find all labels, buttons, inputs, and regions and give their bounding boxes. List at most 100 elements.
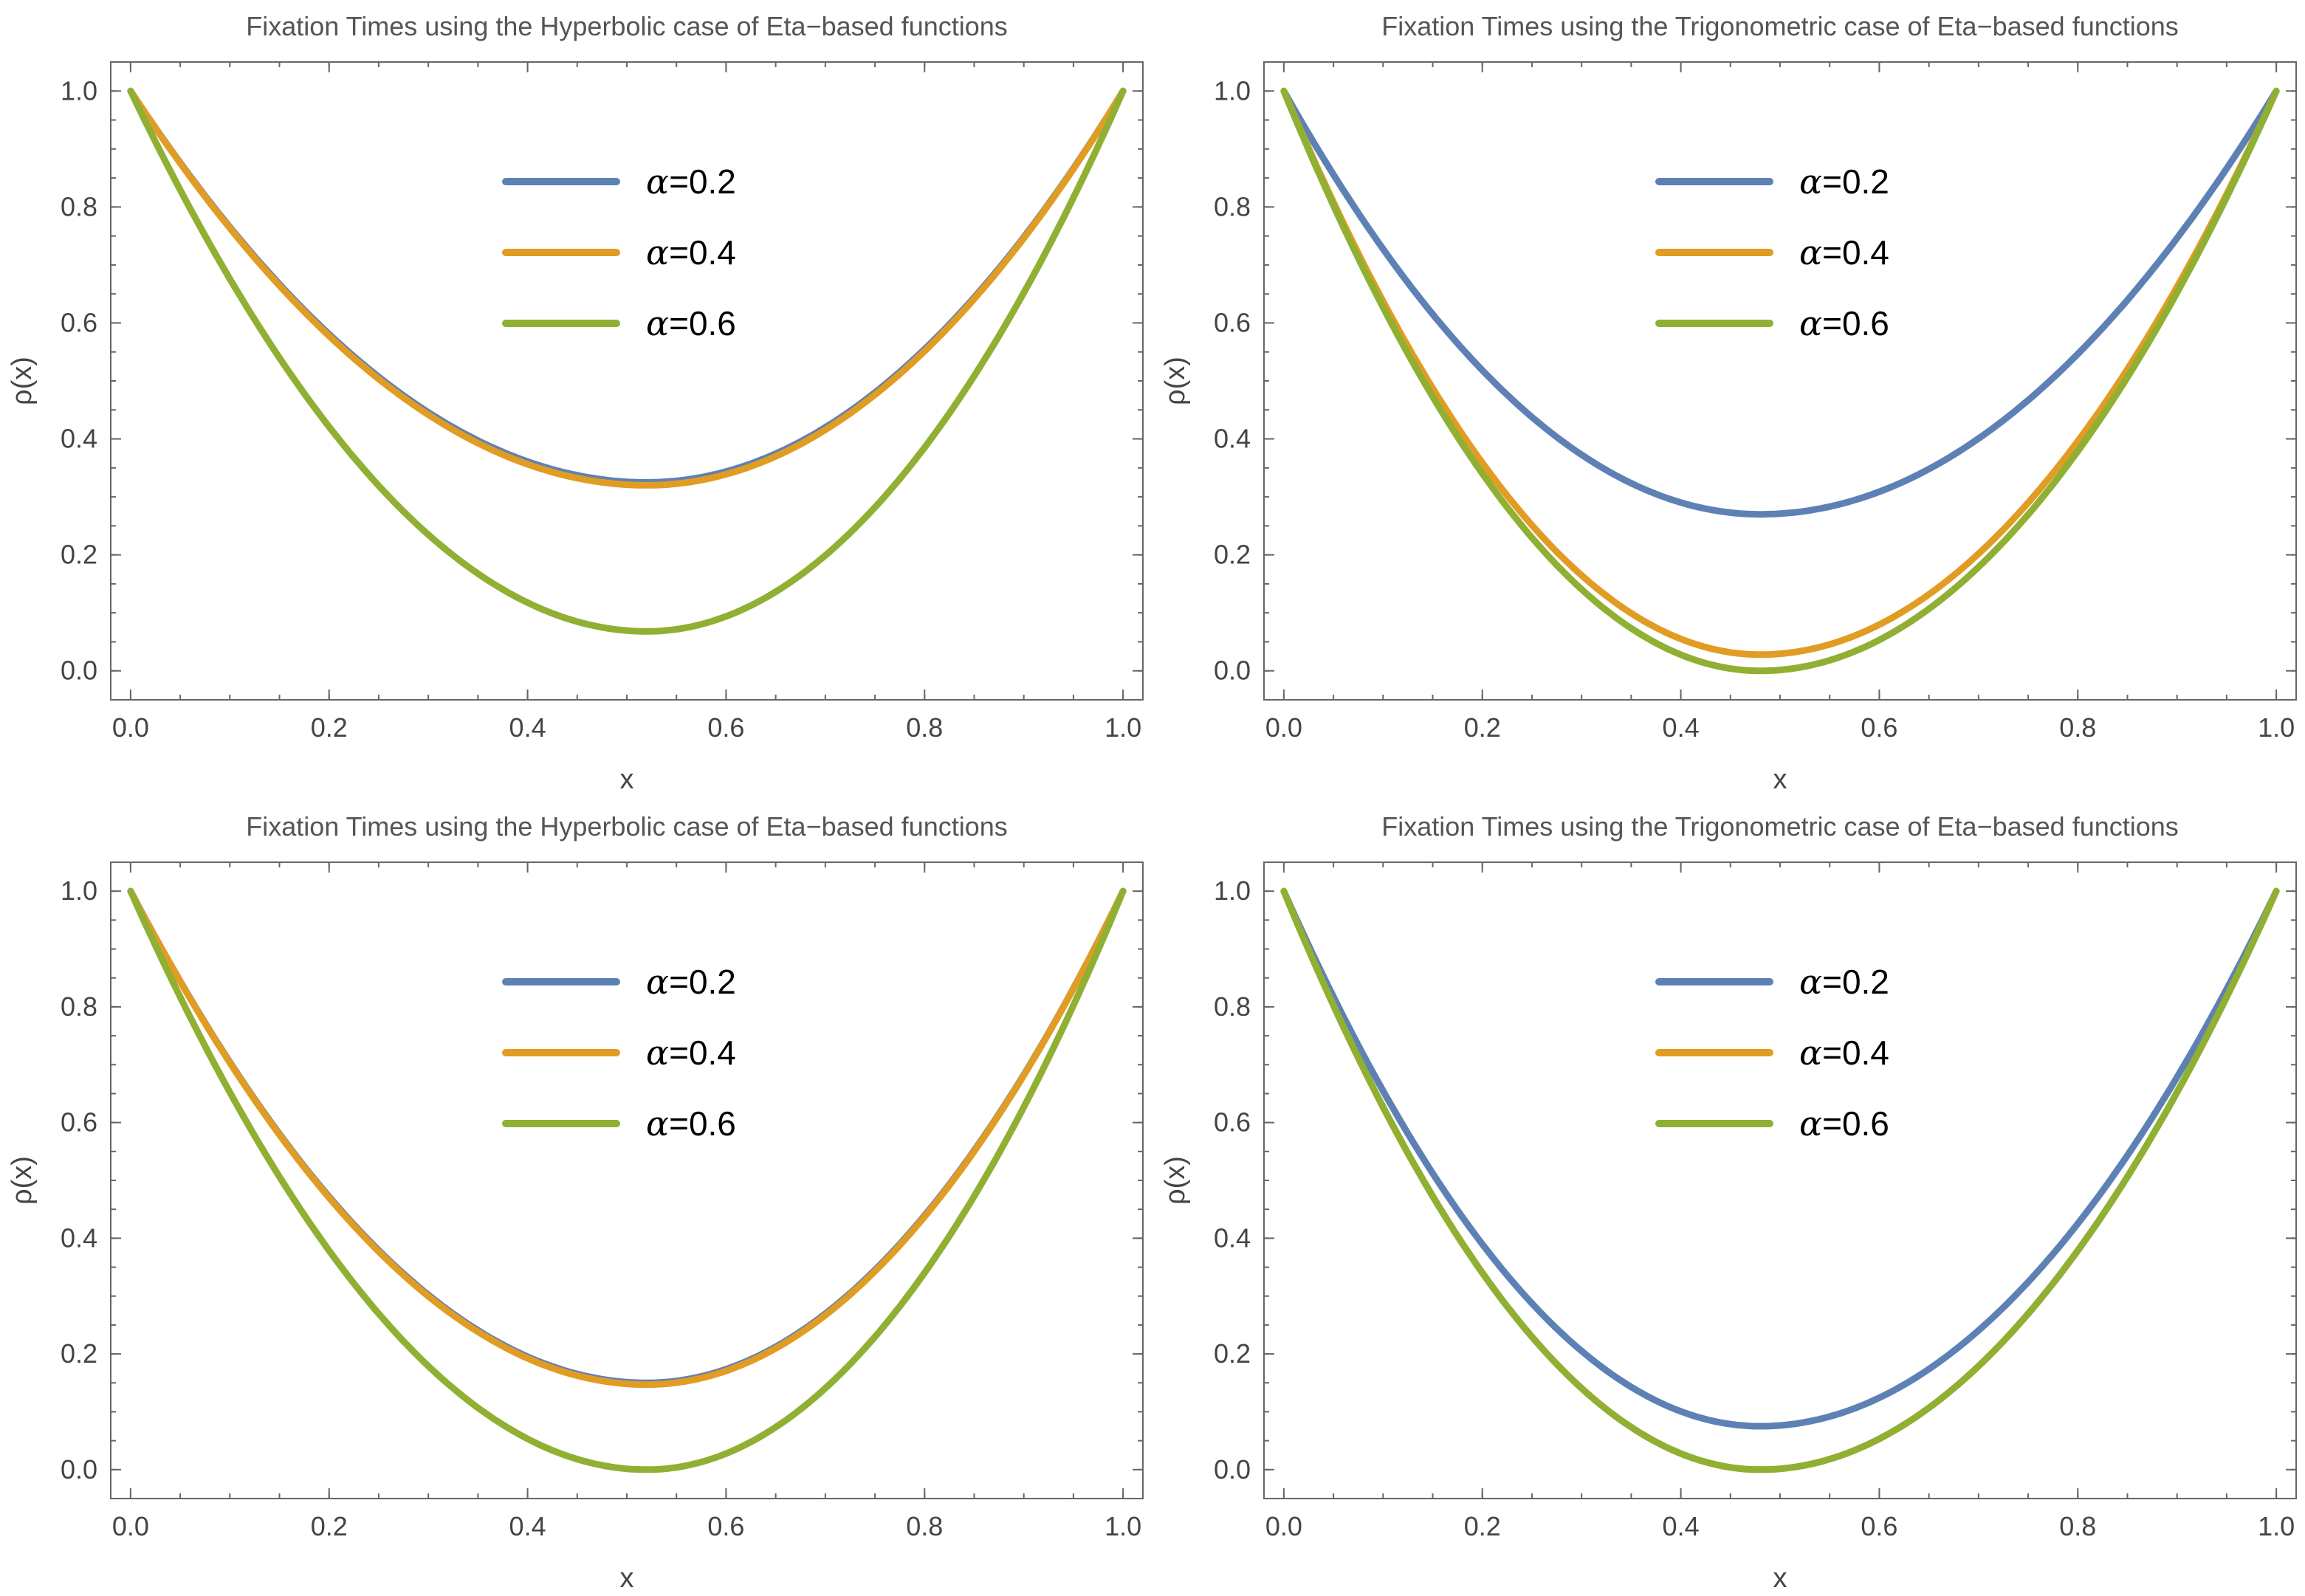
legend-entry: α=0.6 xyxy=(1799,303,1889,343)
legend-entry: α=0.4 xyxy=(1799,233,1889,272)
chart-panel-3: Fixation Times using the Hyperbolic case… xyxy=(7,811,1144,1594)
x-tick-label: 0.6 xyxy=(707,712,744,743)
y-tick-label: 0.0 xyxy=(1214,656,1251,686)
series-line-alpha-1 xyxy=(1280,887,2280,1430)
series-line-alpha-3 xyxy=(127,87,1127,635)
x-tick-label: 0.8 xyxy=(906,1511,943,1541)
y-tick-label: 0.4 xyxy=(1214,1222,1251,1253)
series-line-alpha-3 xyxy=(1280,87,2280,675)
y-tick-label: 1.0 xyxy=(1214,876,1251,906)
legend-entry-value: =0.4 xyxy=(669,233,736,272)
y-axis-label: ρ(x) xyxy=(7,1156,38,1205)
legend-entry-value: =0.6 xyxy=(1822,304,1889,343)
chart-title: Fixation Times using the Trigonometric c… xyxy=(1381,811,2179,842)
x-tick-label: 0.8 xyxy=(2059,712,2096,743)
legend-entry-value: =0.6 xyxy=(1822,1104,1889,1143)
legend-alpha-symbol: α xyxy=(646,303,669,343)
series-line-alpha-2 xyxy=(127,887,1127,1389)
x-tick-label: 0.0 xyxy=(112,712,149,743)
y-tick-label: 0.0 xyxy=(61,656,97,686)
series-line-alpha-2 xyxy=(1280,87,2280,658)
legend-entry-value: =0.4 xyxy=(1822,1033,1889,1072)
y-axis-label: ρ(x) xyxy=(1160,357,1191,405)
chart-title: Fixation Times using the Hyperbolic case… xyxy=(246,811,1008,842)
legend-entry-value: =0.2 xyxy=(669,162,736,201)
legend-entry: α=0.2 xyxy=(646,962,736,1002)
y-axis-label: ρ(x) xyxy=(1160,1156,1191,1205)
y-tick-label: 0.8 xyxy=(1214,991,1251,1022)
legend-entry-value: =0.2 xyxy=(1822,162,1889,201)
series-line-alpha-3 xyxy=(127,887,1127,1473)
legend-alpha-symbol: α xyxy=(1799,962,1822,1002)
chart-title: Fixation Times using the Trigonometric c… xyxy=(1381,11,2179,41)
x-tick-label: 1.0 xyxy=(1105,712,1141,743)
series-line-alpha-2 xyxy=(127,87,1127,489)
legend-entry: α=0.4 xyxy=(646,1033,736,1073)
legend-entry: α=0.6 xyxy=(646,1104,736,1143)
y-tick-label: 1.0 xyxy=(61,75,97,106)
legend-entry-value: =0.6 xyxy=(669,1104,736,1143)
x-tick-label: 0.8 xyxy=(906,712,943,743)
x-axis-label: x xyxy=(1773,1563,1787,1594)
legend-alpha-symbol: α xyxy=(646,1104,669,1143)
x-axis-label: x xyxy=(620,1563,634,1594)
y-tick-label: 0.2 xyxy=(61,540,97,570)
y-tick-label: 0.0 xyxy=(1214,1454,1251,1485)
x-tick-label: 0.4 xyxy=(1663,1511,1700,1541)
legend-alpha-symbol: α xyxy=(1799,162,1822,202)
x-tick-label: 0.4 xyxy=(509,1511,546,1541)
x-tick-label: 0.4 xyxy=(509,712,546,743)
plot-frame xyxy=(110,61,1144,701)
x-tick-label: 0.2 xyxy=(1464,712,1501,743)
y-tick-label: 0.2 xyxy=(1214,1338,1251,1369)
y-tick-label: 0.2 xyxy=(1214,540,1251,570)
x-tick-label: 0.4 xyxy=(1663,712,1700,743)
plot-frame xyxy=(1263,61,2297,701)
x-axis-label: x xyxy=(1773,764,1787,795)
legend-entry: α=0.6 xyxy=(646,303,736,343)
x-tick-label: 1.0 xyxy=(2258,1511,2295,1541)
legend-alpha-symbol: α xyxy=(646,233,669,272)
y-tick-label: 0.4 xyxy=(61,1222,97,1253)
y-tick-label: 0.4 xyxy=(1214,424,1251,454)
legend-entry: α=0.2 xyxy=(1799,162,1889,202)
legend-entry: α=0.4 xyxy=(646,233,736,272)
series-line-alpha-1 xyxy=(1280,87,2280,518)
chart-panel-4: Fixation Times using the Trigonometric c… xyxy=(1160,811,2297,1594)
x-tick-label: 0.2 xyxy=(311,1511,348,1541)
y-tick-label: 0.8 xyxy=(61,191,97,221)
y-tick-label: 0.8 xyxy=(1214,191,1251,221)
y-axis-label: ρ(x) xyxy=(7,357,38,405)
x-tick-label: 0.0 xyxy=(1265,1511,1302,1541)
legend-entry-value: =0.4 xyxy=(1822,233,1889,272)
legend-alpha-symbol: α xyxy=(1799,1104,1822,1143)
series-line-alpha-3 xyxy=(1280,887,2280,1473)
legend-alpha-symbol: α xyxy=(646,1033,669,1073)
y-tick-label: 0.6 xyxy=(61,307,97,337)
x-tick-label: 0.0 xyxy=(1265,712,1302,743)
y-tick-label: 1.0 xyxy=(1214,75,1251,106)
legend-alpha-symbol: α xyxy=(646,162,669,202)
x-tick-label: 0.2 xyxy=(1464,1511,1501,1541)
plot-frame xyxy=(1263,861,2297,1499)
legend-entry: α=0.2 xyxy=(1799,962,1889,1002)
y-tick-label: 0.6 xyxy=(61,1107,97,1138)
y-tick-label: 0.0 xyxy=(61,1454,97,1485)
x-tick-label: 0.0 xyxy=(112,1511,149,1541)
x-tick-label: 0.6 xyxy=(1861,1511,1897,1541)
legend-alpha-symbol: α xyxy=(646,962,669,1002)
legend-alpha-symbol: α xyxy=(1799,233,1822,272)
y-tick-label: 0.2 xyxy=(61,1338,97,1369)
x-tick-label: 1.0 xyxy=(2258,712,2295,743)
x-tick-label: 0.6 xyxy=(1861,712,1897,743)
legend-entry: α=0.2 xyxy=(646,162,736,202)
y-tick-label: 0.6 xyxy=(1214,307,1251,337)
y-tick-label: 0.8 xyxy=(61,991,97,1022)
y-tick-label: 0.6 xyxy=(1214,1107,1251,1138)
x-tick-label: 0.2 xyxy=(311,712,348,743)
x-tick-label: 0.8 xyxy=(2059,1511,2096,1541)
legend-alpha-symbol: α xyxy=(1799,1033,1822,1073)
x-tick-label: 0.6 xyxy=(707,1511,744,1541)
legend-entry-value: =0.2 xyxy=(1822,963,1889,1001)
legend-entry-value: =0.2 xyxy=(669,963,736,1001)
